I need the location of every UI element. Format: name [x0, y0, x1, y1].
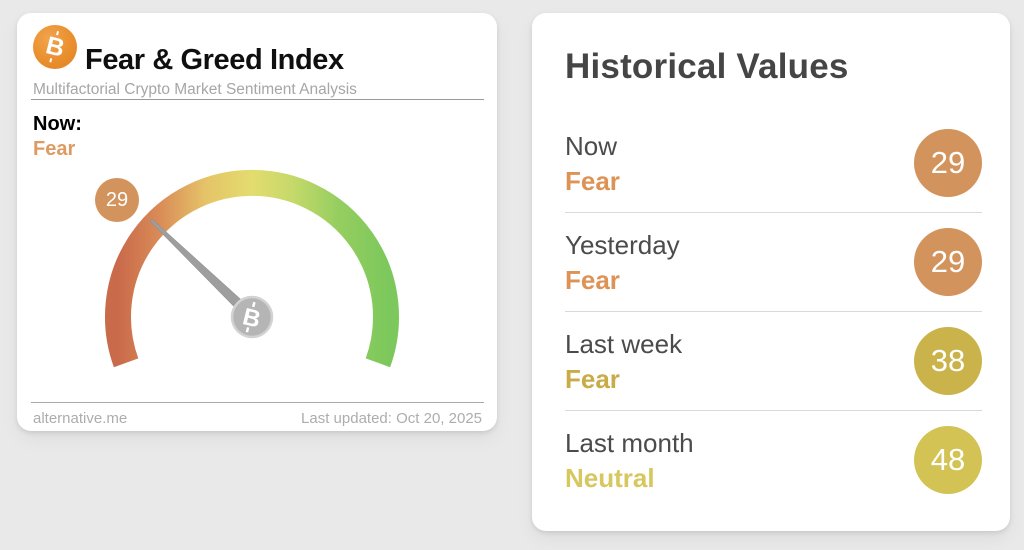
row-value-badge: 48 [914, 426, 982, 494]
row-value-badge: 29 [914, 129, 982, 197]
gauge-hub [230, 295, 274, 339]
row-period-label: Yesterday [565, 229, 680, 260]
row-value-badge: 29 [914, 228, 982, 296]
fear-greed-gauge: B [105, 169, 399, 368]
historical-values-title: Historical Values [565, 47, 849, 86]
historical-row: Last week Fear 38 [565, 312, 982, 411]
historical-row: Last month Neutral 48 [565, 411, 982, 509]
historical-row: Now Fear 29 [565, 114, 982, 213]
card-footer: alternative.me Last updated: Oct 20, 202… [33, 410, 482, 427]
footer-divider [31, 402, 484, 403]
gauge-arc [105, 169, 399, 368]
card-subtitle: Multifactorial Crypto Market Sentiment A… [33, 81, 357, 98]
row-status: Neutral [565, 462, 655, 493]
row-status: Fear [565, 165, 620, 196]
row-status: Fear [565, 264, 620, 295]
last-updated-text: Last updated: Oct 20, 2025 [301, 410, 482, 427]
row-period-label: Last week [565, 328, 683, 359]
row-value-badge: 38 [914, 327, 982, 395]
row-period-label: Last month [565, 427, 694, 458]
now-status: Fear [33, 138, 76, 160]
fear-greed-index-card: B Fear & Greed Index Multifactorial Cryp… [17, 13, 497, 431]
svg-text:B: B [240, 303, 263, 333]
row-period-label: Now [565, 130, 618, 161]
row-status: Fear [565, 363, 620, 394]
gauge-value-badge: 29 [95, 178, 139, 222]
header-divider [31, 99, 484, 100]
now-label: Now: [33, 113, 82, 135]
bitcoin-glyph: B [42, 30, 68, 63]
historical-rows: Now Fear 29 Yesterday Fear 29 Last week … [565, 114, 982, 509]
bitcoin-icon: B [33, 25, 77, 69]
historical-values-card: Historical Values Now Fear 29 Yesterday … [532, 13, 1010, 531]
card-title: Fear & Greed Index [85, 44, 344, 76]
source-link[interactable]: alternative.me [33, 410, 128, 427]
historical-row: Yesterday Fear 29 [565, 213, 982, 312]
gauge-hub-bitcoin-icon: B [240, 301, 263, 334]
